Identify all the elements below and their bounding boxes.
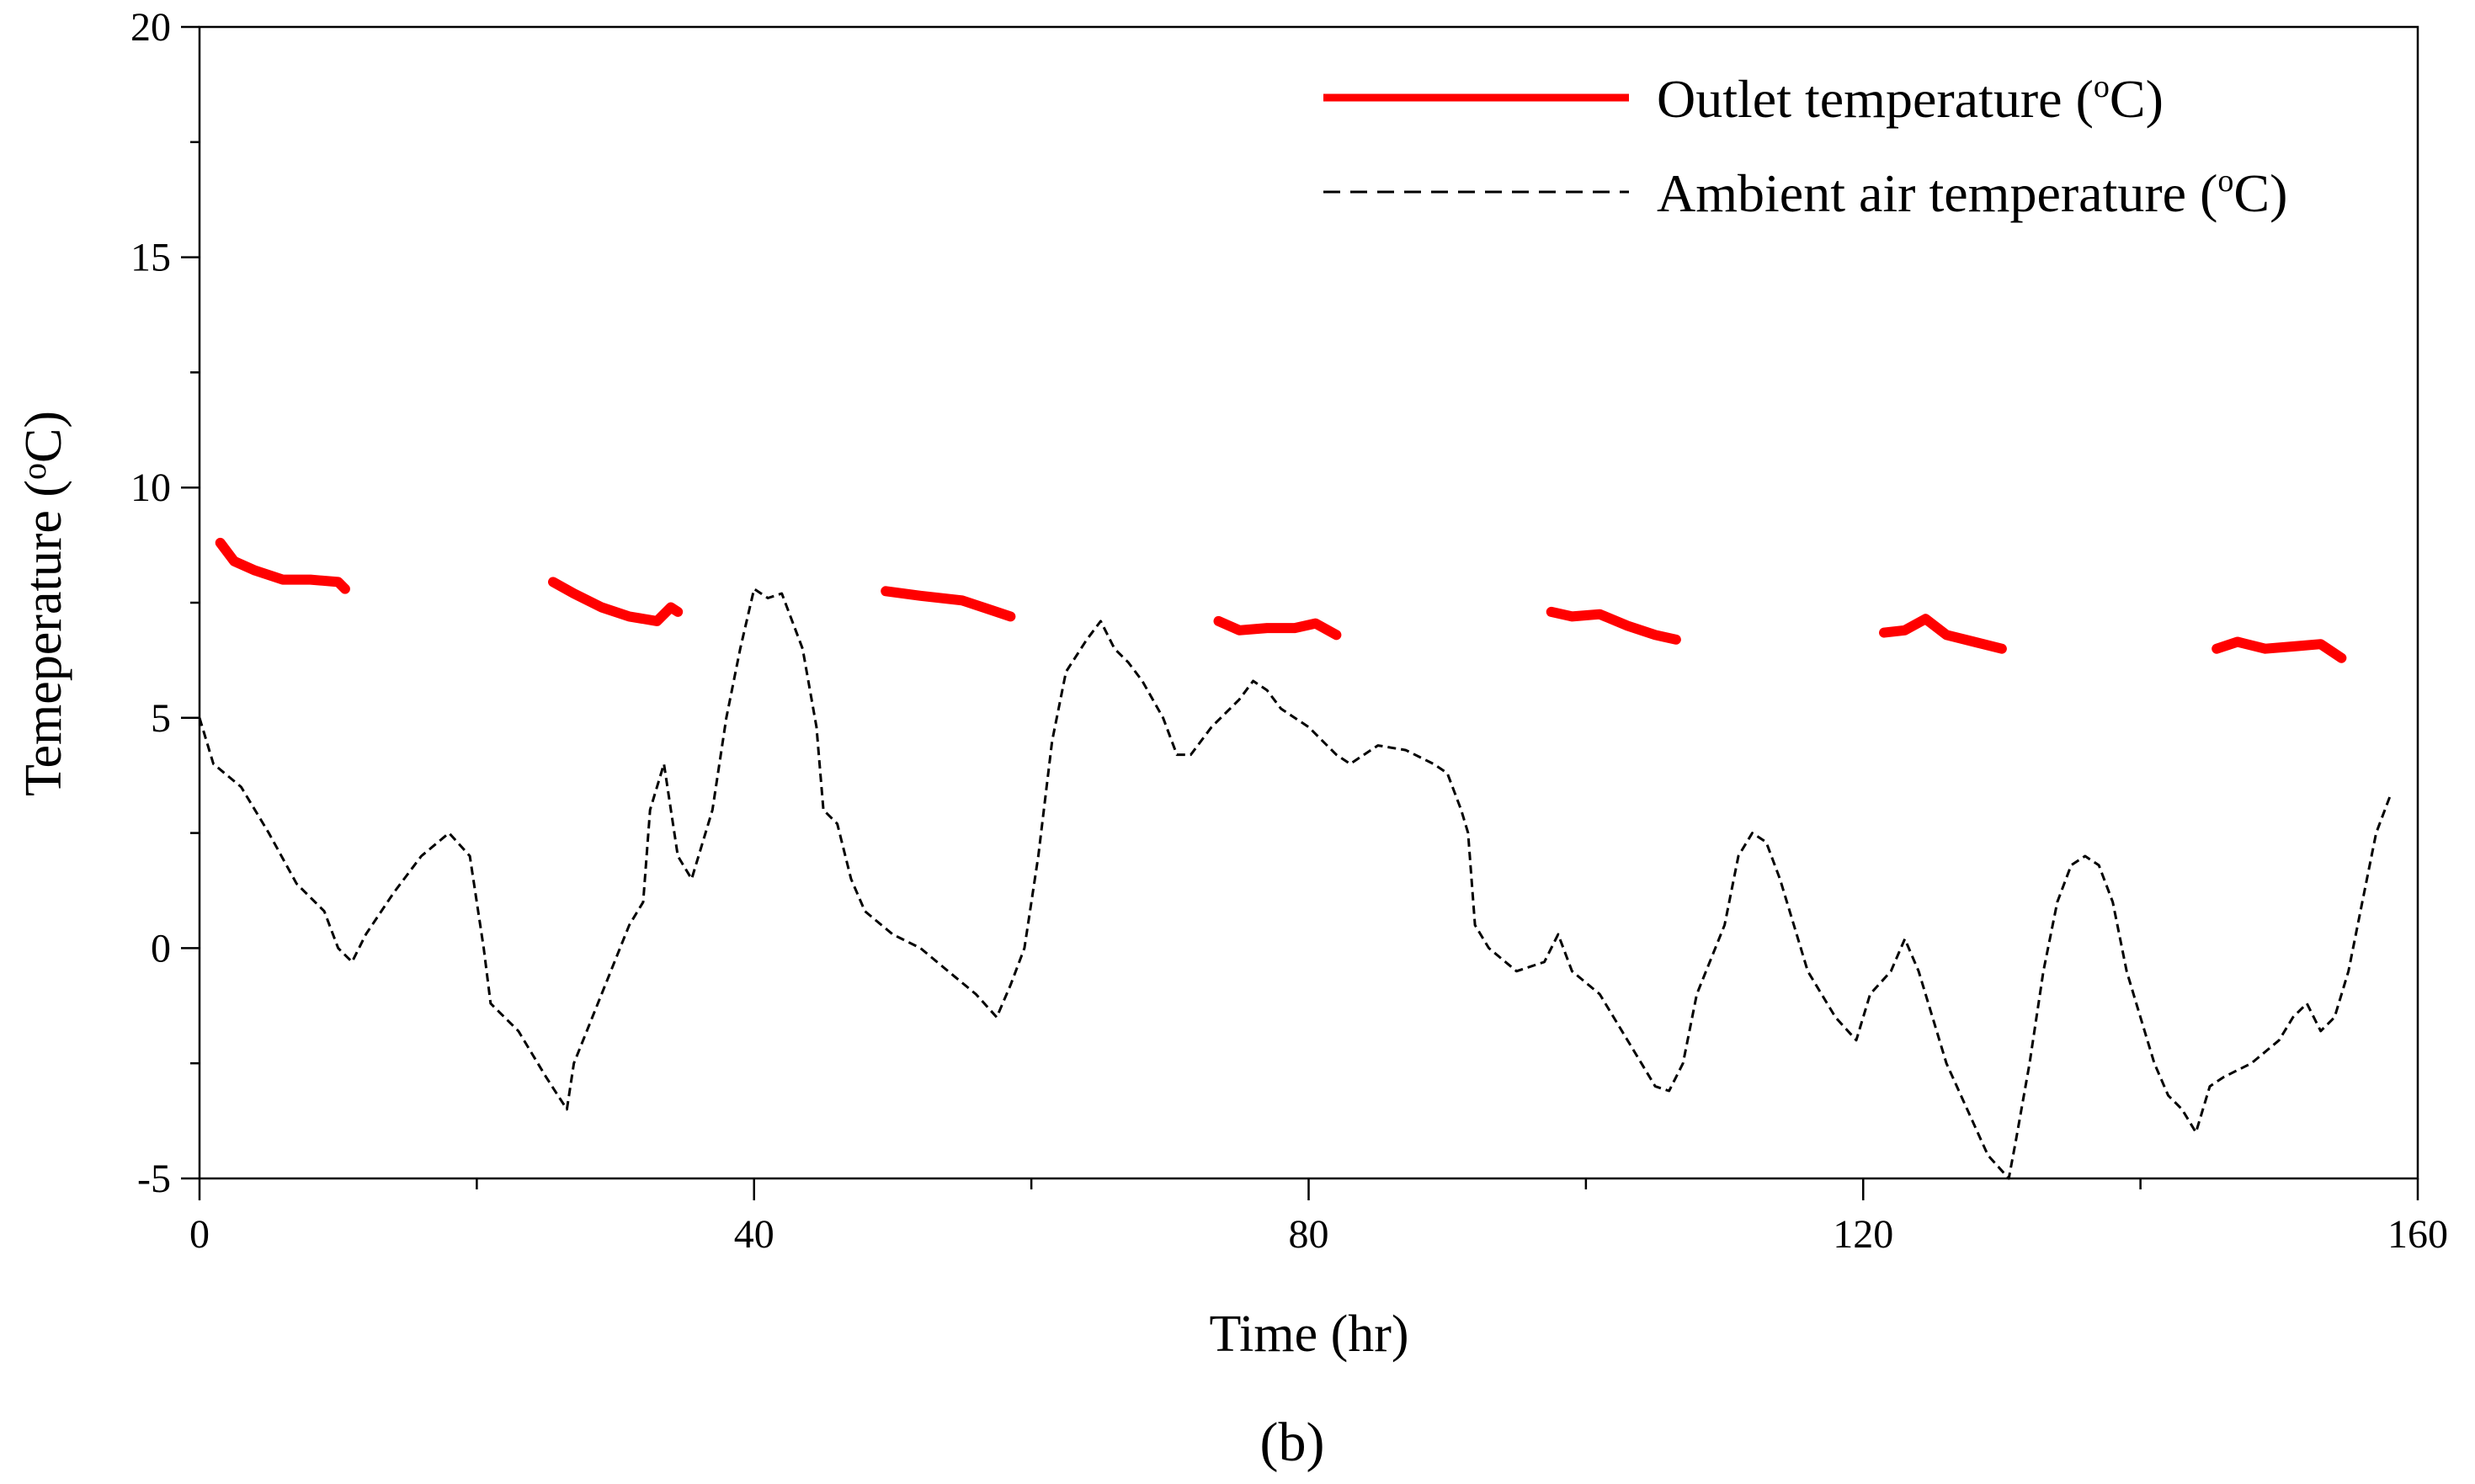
x-tick-label: 80: [1289, 1212, 1329, 1257]
outlet-temperature-segment: [1879, 614, 2007, 654]
outlet-temperature-segment: [548, 577, 684, 626]
outlet-temperature-segment: [2212, 636, 2347, 663]
y-tick-label: 10: [130, 465, 171, 510]
outlet-temperature-segment: [1546, 606, 1681, 645]
x-tick-label: 160: [2387, 1212, 2448, 1257]
x-axis-title: Time (hr): [1209, 1306, 1408, 1363]
y-tick-label: 5: [151, 696, 171, 741]
y-tick-label: 15: [130, 236, 171, 280]
y-tick-label: 20: [130, 5, 171, 50]
legend: Outlet temperature (oC) Ambient air temp…: [1323, 69, 2287, 223]
x-axis: 0 40 80 120 160: [189, 1178, 2448, 1257]
legend-label-outlet: Outlet temperature (oC): [1657, 69, 2164, 129]
outlet-temperature-segment: [1213, 615, 1342, 641]
y-tick-label: -5: [137, 1157, 171, 1201]
panel-label: (b): [1260, 1412, 1325, 1473]
series-layer: [198, 537, 2392, 1180]
outlet-temperature-segment: [881, 586, 1016, 622]
x-tick-label: 120: [1833, 1212, 1893, 1257]
ambient-temperature-line: [198, 588, 2392, 1180]
x-tick-label: 40: [734, 1212, 774, 1257]
y-tick-label: 0: [151, 926, 171, 971]
y-axis: -5 0 5 10 15 20: [130, 5, 200, 1201]
y-axis-title: Temeperature (oC): [15, 411, 72, 796]
outlet-temperature-segment: [215, 537, 350, 594]
x-tick-label: 0: [189, 1212, 210, 1257]
legend-label-ambient: Ambient air temperature (oC): [1657, 163, 2287, 223]
